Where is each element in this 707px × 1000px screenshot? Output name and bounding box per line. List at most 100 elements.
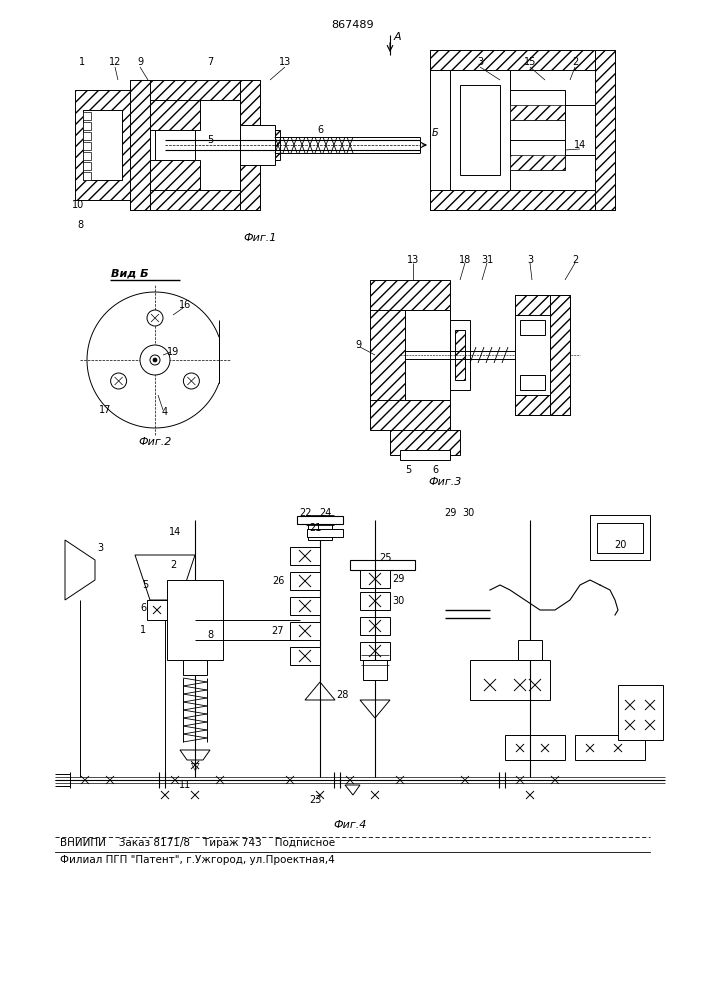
Text: А: А (393, 32, 401, 42)
Bar (510, 90, 565, 120)
Bar (455, 330, 465, 380)
Polygon shape (135, 555, 195, 600)
Text: 3: 3 (527, 255, 533, 265)
Bar (430, 50, 615, 70)
Text: 25: 25 (379, 553, 391, 563)
Circle shape (147, 310, 163, 326)
Bar (75, 90, 130, 200)
Bar (550, 295, 570, 415)
Bar (515, 395, 550, 415)
Bar (400, 450, 450, 460)
Bar (515, 295, 570, 415)
Bar (83, 122, 91, 130)
Bar (83, 132, 91, 140)
Bar (590, 515, 650, 560)
Bar (130, 80, 150, 210)
Bar (360, 570, 390, 588)
Bar (510, 140, 565, 170)
Bar (360, 592, 390, 610)
Bar (240, 80, 260, 210)
Text: Фиг.2: Фиг.2 (139, 437, 172, 447)
Text: 6: 6 (140, 603, 146, 613)
Bar (290, 622, 320, 640)
Text: 6: 6 (432, 465, 438, 475)
Bar (150, 160, 200, 190)
Text: 18: 18 (459, 255, 471, 265)
Bar (595, 50, 615, 210)
Bar (460, 85, 500, 175)
Text: 20: 20 (614, 540, 626, 550)
Text: 5: 5 (207, 135, 213, 145)
Text: 2: 2 (572, 57, 578, 67)
Bar (450, 320, 470, 390)
Text: 8: 8 (77, 220, 83, 230)
Text: 26: 26 (271, 576, 284, 586)
Text: 22: 22 (299, 508, 311, 518)
Bar (430, 190, 615, 210)
Bar (308, 520, 332, 540)
Text: 13: 13 (407, 255, 419, 265)
Bar (147, 600, 183, 620)
Circle shape (140, 345, 170, 375)
Bar (430, 50, 615, 210)
Text: 2: 2 (170, 560, 176, 570)
Text: 6: 6 (317, 125, 323, 135)
Bar (290, 572, 320, 590)
Text: 24: 24 (319, 508, 331, 518)
Polygon shape (65, 540, 95, 600)
Text: Фиг.4: Фиг.4 (333, 820, 367, 830)
Text: Фиг.1: Фиг.1 (243, 233, 276, 243)
Bar (405, 310, 450, 400)
Bar (297, 516, 343, 524)
Text: 19: 19 (167, 347, 179, 357)
Bar (618, 685, 663, 740)
Bar (510, 155, 565, 170)
Text: 31: 31 (481, 255, 493, 265)
Polygon shape (345, 785, 360, 795)
Text: 12: 12 (109, 57, 121, 67)
Bar (290, 547, 320, 565)
Text: 27: 27 (271, 626, 284, 636)
Text: 17: 17 (99, 405, 111, 415)
Bar (470, 660, 550, 700)
Text: 15: 15 (524, 57, 536, 67)
Text: 28: 28 (336, 690, 348, 700)
Text: 2: 2 (572, 255, 578, 265)
Bar (360, 617, 390, 635)
Text: 23: 23 (309, 795, 321, 805)
Text: 29: 29 (392, 574, 404, 584)
Bar (520, 375, 545, 390)
Text: 10: 10 (72, 200, 84, 210)
Text: 13: 13 (279, 57, 291, 67)
Bar (370, 300, 405, 410)
Text: Фиг.3: Фиг.3 (428, 477, 462, 487)
Bar (450, 70, 510, 190)
Bar (510, 105, 565, 120)
Text: 16: 16 (179, 300, 191, 310)
Text: 14: 14 (169, 527, 181, 537)
Bar (370, 400, 450, 430)
Bar (290, 597, 320, 615)
Text: 30: 30 (392, 596, 404, 606)
Bar (565, 105, 595, 155)
Text: 5: 5 (142, 580, 148, 590)
Bar (350, 560, 415, 570)
Text: 30: 30 (462, 508, 474, 518)
Text: 9: 9 (355, 340, 361, 350)
Bar (83, 152, 91, 160)
Text: Вид Б: Вид Б (111, 269, 148, 279)
Bar (155, 130, 195, 160)
Bar (83, 172, 91, 180)
Text: Филиал ПГП "Патент", г.Ужгород, ул.Проектная,4: Филиал ПГП "Патент", г.Ужгород, ул.Проек… (60, 855, 334, 865)
Bar (83, 162, 91, 170)
Polygon shape (360, 700, 390, 718)
Text: ▽: ▽ (191, 761, 199, 771)
Text: ВНИИПИ    Заказ 8171/8    Тираж 743    Подписное: ВНИИПИ Заказ 8171/8 Тираж 743 Подписное (60, 838, 335, 848)
Bar (505, 735, 565, 760)
Bar (390, 430, 460, 455)
Bar (515, 295, 550, 315)
Text: 1: 1 (140, 625, 146, 635)
Text: 29: 29 (444, 508, 456, 518)
Bar (240, 130, 280, 160)
Bar (130, 190, 260, 210)
